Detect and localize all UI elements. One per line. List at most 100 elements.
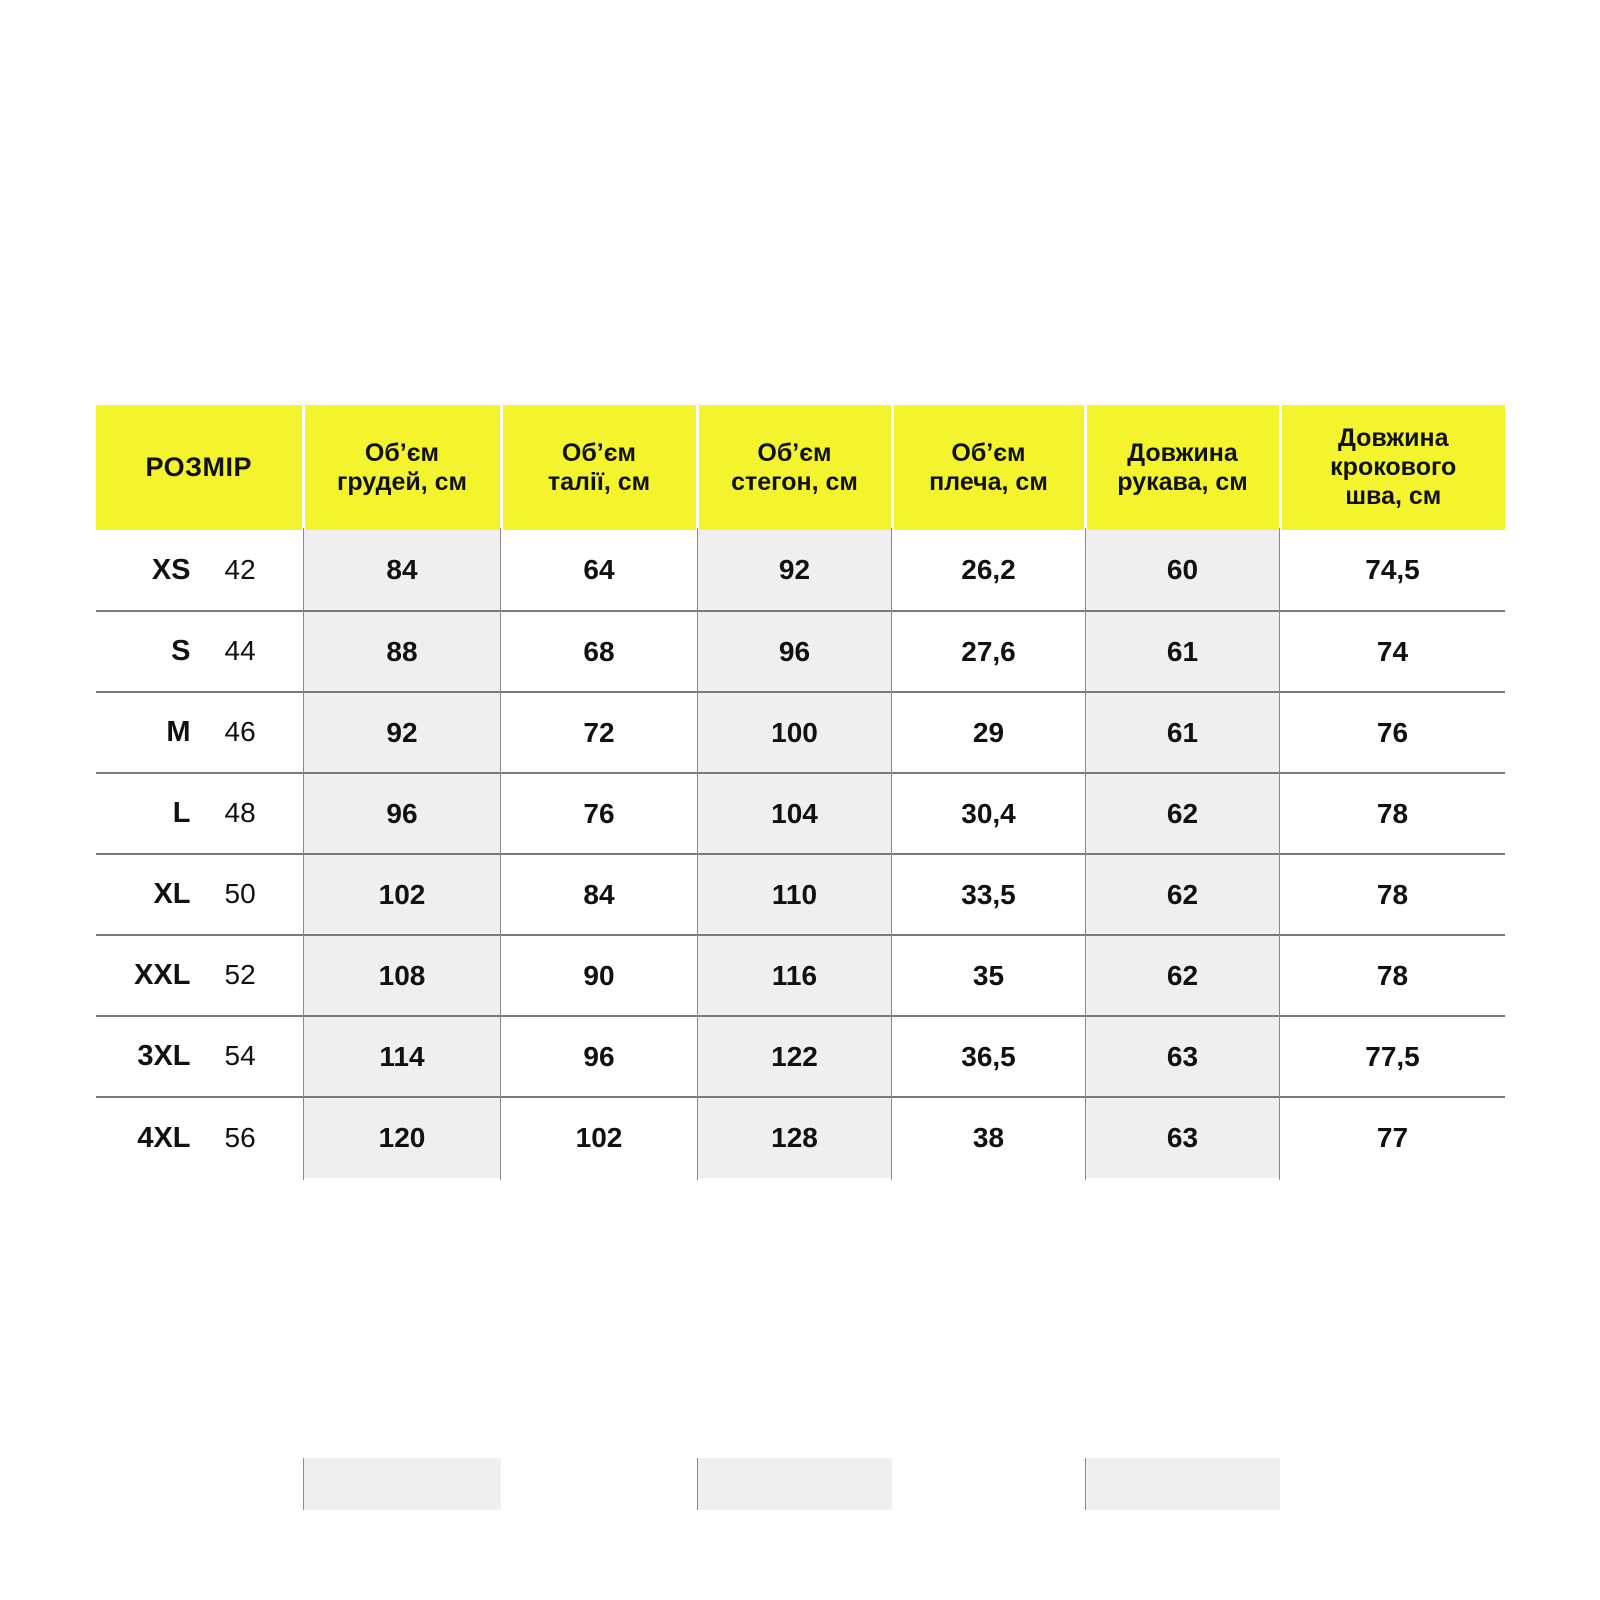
tail-segment-sleeve: [1085, 1458, 1280, 1510]
cell-hips: 104: [697, 771, 892, 855]
header-line-2: крокового: [1330, 453, 1457, 481]
cell-shoulder: 36,5: [892, 1016, 1085, 1098]
size-letter: M: [166, 716, 191, 748]
column-header-inseam-length: Довжина крокового шва, см: [1280, 405, 1505, 530]
cell-inseam-length: 78: [1280, 854, 1505, 936]
size-number: 54: [224, 1040, 256, 1071]
header-line-1: Довжина: [1337, 424, 1449, 452]
column-header-sleeve-length: Довжина рукава, см: [1085, 405, 1282, 530]
cell-hips: 100: [697, 690, 892, 774]
cell-value: 104: [771, 797, 818, 829]
cell-value: 92: [386, 716, 418, 748]
cell-chest: 84: [303, 528, 501, 612]
cell-inseam-length: 77,5: [1280, 1016, 1505, 1098]
header-line-1: Довжина: [1127, 438, 1238, 467]
size-letter: 4XL: [137, 1121, 191, 1154]
cell-chest: 114: [303, 1014, 501, 1098]
table-header: РОЗМІР Об’єм грудей, см Об’єм талії, см …: [96, 405, 1505, 530]
cell-waist: 64: [501, 530, 697, 612]
cell-value: 110: [771, 878, 818, 910]
cell-value: 90: [583, 959, 615, 991]
cell-hips: 116: [697, 933, 892, 1017]
size-number: 42: [224, 553, 256, 585]
cell-value: 108: [378, 959, 426, 991]
size-number: 52: [224, 959, 256, 990]
cell-shoulder: 35: [892, 935, 1085, 1017]
cell-inseam-length: 74: [1280, 611, 1505, 693]
table-row: S 44 88 68 96 27,6 61 74: [96, 609, 1505, 693]
header-line-1: Об’єм: [951, 438, 1026, 467]
cell-value: 29: [972, 716, 1005, 748]
cell-value: 72: [583, 716, 615, 748]
cell-value: 27,6: [961, 635, 1016, 667]
cell-value: 84: [583, 878, 615, 910]
cell-size: L 48: [96, 773, 303, 855]
header-line-2: стегон, см: [731, 467, 858, 496]
cell-value: 63: [1166, 1040, 1199, 1072]
size-number: 50: [224, 878, 256, 909]
cell-value: 114: [379, 1040, 425, 1072]
cell-hips: 110: [697, 852, 892, 936]
cell-value: 68: [583, 635, 615, 667]
cell-chest: 88: [303, 609, 501, 693]
cell-shoulder: 33,5: [892, 854, 1085, 936]
cell-value: 92: [778, 554, 811, 585]
column-shading-tail: [96, 1458, 1505, 1510]
cell-value: 120: [378, 1122, 426, 1153]
cell-value: 26,2: [961, 554, 1016, 585]
cell-value: 64: [583, 554, 615, 585]
table-body: XS 42 84 64 92 26,2 60 74,5 S 44 88 68 96 27,6 61 74 M 46…: [96, 528, 1505, 1179]
cell-value: 63: [1166, 1122, 1199, 1153]
size-cell-inner: XL 50: [97, 878, 302, 911]
cell-chest: 120: [303, 1095, 501, 1179]
size-cell-inner: 4XL 56: [97, 1122, 302, 1155]
header-row: РОЗМІР Об’єм грудей, см Об’єм талії, см …: [96, 405, 1505, 530]
cell-inseam-length: 76: [1280, 692, 1505, 774]
cell-value: 74,5: [1365, 554, 1420, 585]
cell-sleeve-length: 63: [1085, 1095, 1280, 1179]
cell-inseam-length: 78: [1280, 935, 1505, 1017]
cell-size: XL 50: [96, 854, 303, 936]
header-line-2: талії, см: [547, 467, 651, 496]
cell-waist: 90: [501, 935, 697, 1017]
size-number: 56: [224, 1121, 256, 1153]
cell-value: 30,4: [961, 797, 1016, 829]
column-header-chest: Об’єм грудей, см: [303, 405, 503, 530]
cell-value: 35: [972, 959, 1005, 991]
cell-value: 62: [1166, 797, 1199, 829]
header-line-1: Об’єм: [757, 438, 832, 467]
cell-inseam-length: 77: [1280, 1097, 1505, 1178]
cell-sleeve-length: 63: [1085, 1014, 1280, 1098]
cell-value: 78: [1376, 797, 1409, 829]
cell-waist: 76: [501, 773, 697, 855]
cell-size: 3XL 54: [96, 1016, 303, 1098]
size-letter: L: [172, 797, 191, 829]
cell-waist: 102: [501, 1097, 697, 1178]
cell-waist: 68: [501, 611, 697, 693]
cell-shoulder: 29: [892, 692, 1085, 774]
header-line-2: плеча, см: [929, 467, 1048, 496]
cell-size: S 44: [96, 611, 303, 693]
cell-hips: 128: [697, 1095, 892, 1179]
header-line-2: грудей, см: [336, 467, 468, 496]
cell-sleeve-length: 61: [1085, 609, 1280, 693]
cell-size: 4XL 56: [96, 1097, 303, 1178]
cell-size: XXL 52: [96, 935, 303, 1017]
cell-value: 84: [386, 554, 418, 585]
cell-value: 102: [378, 878, 426, 910]
cell-value: 102: [575, 1122, 623, 1153]
cell-value: 77,5: [1365, 1040, 1420, 1072]
cell-value: 62: [1166, 878, 1199, 910]
cell-size: XS 42: [96, 530, 303, 612]
size-cell-inner: L 48: [97, 797, 302, 830]
size-cell-inner: XXL 52: [97, 959, 302, 992]
cell-value: 96: [778, 635, 811, 667]
size-number: 44: [224, 635, 256, 666]
cell-chest: 92: [303, 690, 501, 774]
cell-value: 96: [386, 797, 418, 829]
cell-value: 96: [583, 1040, 615, 1072]
size-number: 48: [224, 797, 256, 828]
size-letter: 3XL: [137, 1040, 191, 1072]
cell-value: 77: [1376, 1122, 1409, 1153]
header-line-1: Об’єм: [364, 438, 440, 467]
